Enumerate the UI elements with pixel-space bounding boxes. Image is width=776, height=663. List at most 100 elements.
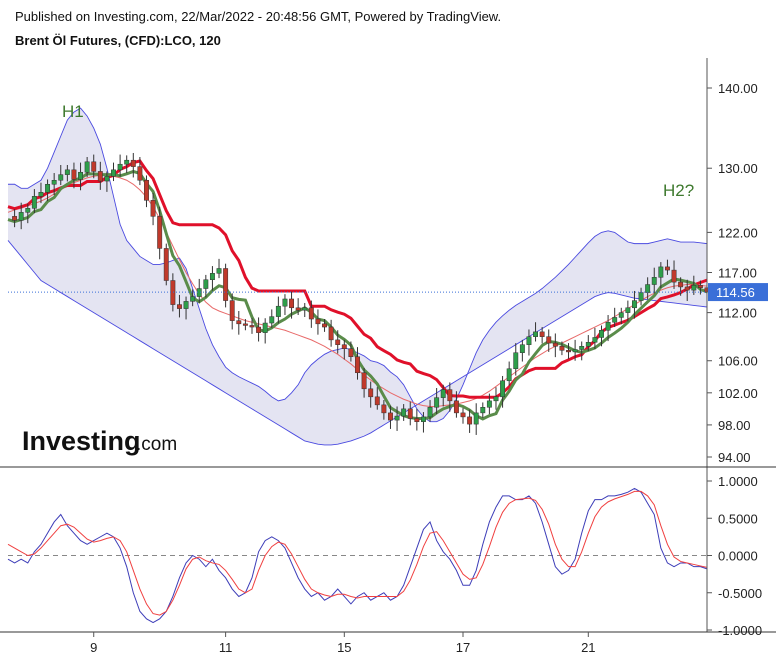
osc-line-d [7, 490, 708, 616]
osc-tick-label: -0.5000 [718, 586, 762, 601]
candle-body [625, 307, 631, 313]
candle-body [599, 330, 604, 338]
candle-body [427, 407, 433, 418]
candle-body [585, 342, 591, 347]
candle-body [209, 273, 215, 280]
candle-body [18, 212, 24, 221]
osc-tick-label: 1.0000 [718, 474, 758, 489]
candle-body [275, 305, 281, 317]
candle-body [592, 337, 598, 343]
candle-body [519, 344, 525, 353]
osc-line-k [7, 487, 708, 624]
candle-body [447, 389, 453, 402]
candle-body [434, 397, 440, 408]
candle-body [579, 346, 585, 350]
candle-body [25, 208, 31, 213]
price-tick-label: 98.00 [718, 418, 751, 433]
logo-suffix: .com [136, 434, 177, 455]
candle-body [539, 331, 545, 337]
candle-body [618, 312, 624, 318]
candle-body [256, 326, 262, 333]
candle-body [348, 348, 354, 357]
candle-body [684, 286, 690, 291]
last-price-badge [708, 283, 768, 302]
candle-body [242, 323, 248, 326]
candle-body [658, 266, 664, 278]
candle-body [282, 298, 288, 307]
candle-body [38, 192, 44, 197]
price-tick-label: 106.00 [718, 354, 758, 369]
time-tick-label: 11 [219, 640, 233, 655]
candle-body [388, 412, 393, 421]
candle-body [414, 418, 420, 422]
candle-body [361, 372, 367, 390]
candle-body [394, 415, 400, 421]
candle-body [533, 331, 538, 337]
candle-body [64, 169, 70, 175]
investing-logo: Investing .com [22, 426, 177, 456]
candle-body [124, 159, 130, 165]
candle-body [262, 322, 268, 333]
candle-body [381, 404, 387, 414]
candle-body [170, 280, 176, 305]
osc-tick-label: -1.0000 [718, 623, 762, 638]
candle-body [664, 266, 670, 271]
candle-body [12, 216, 18, 221]
candle-body [223, 268, 229, 301]
price-tick-label: 140.00 [718, 81, 758, 96]
candle-body [605, 321, 611, 331]
candle-body [440, 389, 446, 398]
time-tick-label: 15 [337, 640, 351, 655]
osc-tick-label: 0.0000 [718, 549, 758, 564]
time-tick-label: 9 [90, 640, 97, 655]
osc-tick-label: 0.5000 [718, 511, 758, 526]
candle-body [150, 200, 156, 217]
candle-body [137, 166, 143, 181]
annotation-h2: H2? [663, 181, 694, 200]
candle-body [572, 349, 578, 353]
candle-body [163, 248, 169, 281]
candle-body [671, 269, 677, 283]
candle-body [645, 284, 651, 293]
price-tick-label: 112.00 [718, 306, 757, 321]
oscillator-pane [7, 487, 708, 624]
candle-body [289, 298, 295, 309]
candle-body [130, 159, 136, 167]
candle-body [651, 277, 657, 285]
candle-body [401, 408, 407, 417]
candle-body [460, 412, 466, 418]
price-tick-label: 130.00 [718, 161, 758, 176]
annotation-h1: H1 [62, 102, 84, 121]
candle-body [295, 307, 301, 311]
candle-body [91, 161, 97, 172]
last-price-label: 114.56 [716, 285, 755, 300]
candle-body [302, 307, 308, 311]
candle-body [473, 412, 479, 425]
candle-body [453, 400, 459, 414]
candle-body [84, 161, 90, 173]
candle-body [45, 184, 51, 193]
candle-body [177, 304, 182, 309]
candle-body [308, 307, 314, 320]
candle-body [678, 281, 684, 288]
candle-body [638, 292, 644, 301]
candle-body [322, 323, 327, 328]
candle-body [559, 346, 565, 351]
candle-body [493, 396, 499, 402]
candle-body [78, 171, 83, 180]
price-pane: H1 H2? [7, 102, 710, 446]
candle-body [480, 407, 486, 414]
candle-body [526, 336, 532, 345]
price-tick-label: 94.00 [718, 450, 751, 465]
time-tick-label: 17 [456, 640, 470, 655]
candle-body [513, 352, 519, 370]
candle-body [104, 175, 110, 182]
candle-body [97, 171, 103, 182]
candle-body [500, 380, 506, 398]
candle-body [183, 301, 189, 309]
chart-title: Brent Öl Futures, (CFD):LCO, 120 [15, 33, 221, 48]
candle-body [58, 174, 64, 181]
candle-body [612, 317, 618, 323]
